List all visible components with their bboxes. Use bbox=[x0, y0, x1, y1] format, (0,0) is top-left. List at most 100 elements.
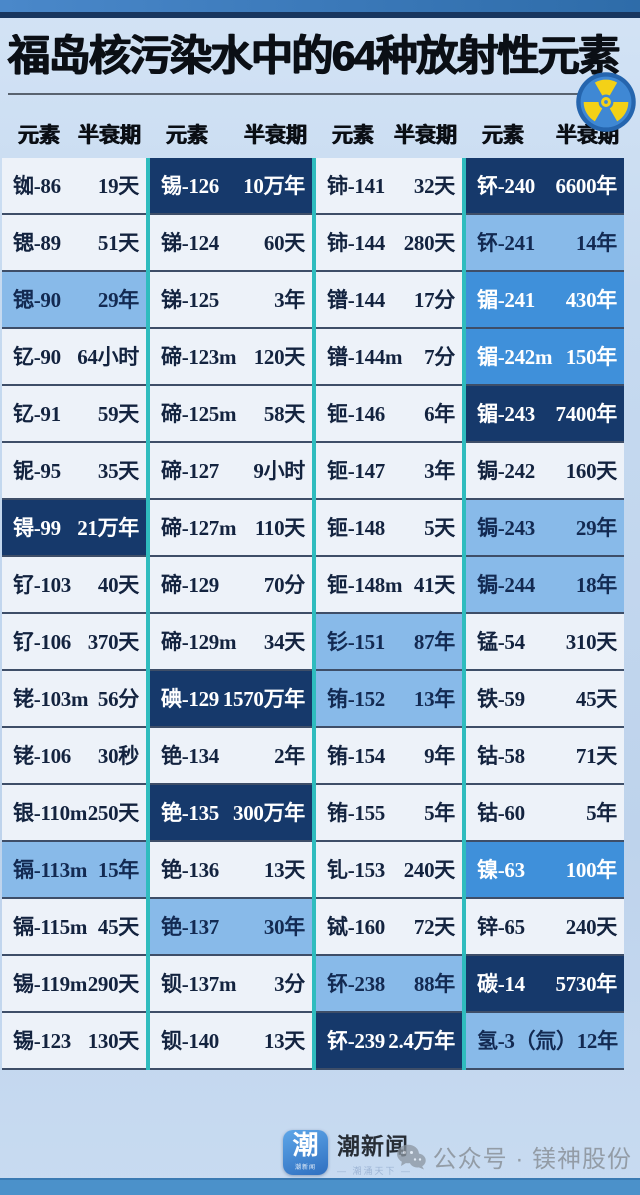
half-life-value: 18年 bbox=[575, 573, 617, 598]
table-row: 铑-106 30秒 bbox=[2, 727, 146, 785]
table-row: 钡-137m 3分 bbox=[150, 955, 312, 1013]
table-row: 钆-153 240天 bbox=[316, 841, 462, 899]
half-life-value: 19天 bbox=[97, 174, 139, 199]
table-row: 镍-63 100年 bbox=[466, 841, 624, 899]
half-life-value: 14年 bbox=[575, 231, 617, 256]
watermark: 公众号 · 镁神股份 bbox=[396, 1139, 632, 1174]
elements-table: 元素 半衰期 元素 半衰期 元素 半衰期 元素 半衰期 铷-86 19天 锶-89 51天 锶-90 2… bbox=[0, 119, 640, 1070]
table-row: 钇-90 64小时 bbox=[2, 328, 146, 386]
half-life-value: 6年 bbox=[424, 402, 455, 427]
half-life-value: 160天 bbox=[565, 459, 618, 484]
element-name: 铷-86 bbox=[13, 174, 61, 199]
element-name: 碲-127m bbox=[161, 516, 237, 541]
element-name: 镅-243 bbox=[477, 402, 535, 427]
element-name: 铁-59 bbox=[477, 687, 525, 712]
element-name: 铕-155 bbox=[327, 801, 385, 826]
table-row: 铕-154 9年 bbox=[316, 727, 462, 785]
element-name: 钚-241 bbox=[477, 231, 535, 256]
table-row: 锔-243 29年 bbox=[466, 499, 624, 557]
column-header: 元素 半衰期 bbox=[316, 119, 462, 149]
column-divider bbox=[146, 157, 150, 1070]
element-name: 钡-137m bbox=[161, 972, 237, 997]
table-row: 铯-136 13天 bbox=[150, 841, 312, 899]
table-row: 碲-123m 120天 bbox=[150, 328, 312, 386]
table-row: 碲-127m 110天 bbox=[150, 499, 312, 557]
half-life-value: 70分 bbox=[263, 573, 305, 598]
half-life-value: 12年 bbox=[576, 1029, 618, 1054]
column-group: 铷-86 19天 锶-89 51天 锶-90 29年 钇-90 64小时 钇-91 59天 铌-95… bbox=[2, 157, 146, 1070]
half-life-value: 280天 bbox=[403, 231, 456, 256]
element-name: 钇-90 bbox=[13, 345, 61, 370]
table-row: 锰-54 310天 bbox=[466, 613, 624, 671]
element-name: 碲-129 bbox=[161, 573, 219, 598]
element-name: 铈-144 bbox=[327, 231, 385, 256]
half-life-value: 60天 bbox=[263, 231, 305, 256]
half-life-value: 58天 bbox=[263, 402, 305, 427]
element-name: 镨-144 bbox=[327, 288, 385, 313]
element-name: 锑-125 bbox=[161, 288, 219, 313]
half-life-value: 310天 bbox=[565, 630, 618, 655]
table-row: 钷-148 5天 bbox=[316, 499, 462, 557]
table-row: 铕-152 13年 bbox=[316, 670, 462, 728]
table-row: 锶-89 51天 bbox=[2, 214, 146, 272]
column-group: 锡-126 10万年 锑-124 60天 锑-125 3年 碲-123m 120天 碲-125m… bbox=[150, 157, 312, 1070]
table-row: 碲-125m 58天 bbox=[150, 385, 312, 443]
half-life-value: 59天 bbox=[97, 402, 139, 427]
element-name: 氢-3（氚） bbox=[477, 1029, 577, 1054]
half-life-value: 51天 bbox=[97, 231, 139, 256]
table-row: 铯-135 300万年 bbox=[150, 784, 312, 842]
element-name: 铕-152 bbox=[327, 687, 385, 712]
element-name: 银-110m bbox=[13, 801, 88, 826]
table-row: 钇-91 59天 bbox=[2, 385, 146, 443]
element-name: 铕-154 bbox=[327, 744, 385, 769]
element-name: 锔-243 bbox=[477, 516, 535, 541]
column-group: 钚-240 6600年 钚-241 14年 镅-241 430年 镅-242m 150年 镅-2… bbox=[466, 157, 624, 1070]
half-life-value: 13天 bbox=[263, 1029, 305, 1054]
column-divider bbox=[462, 157, 466, 1070]
element-name: 铯-136 bbox=[161, 858, 219, 883]
half-life-value: 7400年 bbox=[555, 402, 618, 427]
half-life-value: 430年 bbox=[565, 288, 618, 313]
half-life-value: 41天 bbox=[413, 573, 455, 598]
element-header-label: 元素 bbox=[18, 123, 60, 147]
table-row: 银-110m 250天 bbox=[2, 784, 146, 842]
table-row: 铕-155 5年 bbox=[316, 784, 462, 842]
element-name: 钆-153 bbox=[327, 858, 385, 883]
element-name: 铽-160 bbox=[327, 915, 385, 940]
publisher-lockup: 潮 潮新闻 潮新闻 — 潮涌天下 — bbox=[283, 1127, 412, 1177]
element-name: 钴-58 bbox=[477, 744, 525, 769]
table-row: 钚-240 6600年 bbox=[466, 157, 624, 215]
half-life-value: 7分 bbox=[424, 345, 455, 370]
element-name: 锔-244 bbox=[477, 573, 535, 598]
table-row: 钚-239 2.4万年 bbox=[316, 1012, 462, 1070]
element-name: 碳-14 bbox=[477, 972, 525, 997]
element-name: 碲-123m bbox=[161, 345, 237, 370]
table-row: 铑-103m 56分 bbox=[2, 670, 146, 728]
chao-news-logo: 潮 潮新闻 bbox=[283, 1129, 328, 1175]
element-name: 铯-137 bbox=[161, 915, 219, 940]
table-row: 锑-125 3年 bbox=[150, 271, 312, 329]
element-name: 锡-119m bbox=[13, 972, 88, 997]
element-name: 碲-125m bbox=[161, 402, 237, 427]
element-name: 碲-129m bbox=[161, 630, 237, 655]
table-row: 锔-242 160天 bbox=[466, 442, 624, 500]
element-name: 碘-129 bbox=[161, 687, 219, 712]
table-row: 锌-65 240天 bbox=[466, 898, 624, 956]
element-name: 镨-144m bbox=[327, 345, 403, 370]
half-life-value: 29年 bbox=[575, 516, 617, 541]
table-row: 钷-147 3年 bbox=[316, 442, 462, 500]
table-row: 镅-242m 150年 bbox=[466, 328, 624, 386]
page-title: 福岛核污染水中的64种放射性元素 bbox=[8, 32, 620, 79]
half-life-value: 56分 bbox=[97, 687, 139, 712]
half-life-value: 240天 bbox=[565, 915, 618, 940]
table-row: 氢-3（氚） 12年 bbox=[466, 1012, 624, 1070]
element-name: 钚-240 bbox=[477, 174, 535, 199]
header-section: 福岛核污染水中的64种放射性元素 bbox=[0, 18, 640, 132]
element-name: 锡-126 bbox=[161, 174, 219, 199]
element-header-label: 元素 bbox=[166, 123, 208, 147]
half-life-value: 1570万年 bbox=[222, 687, 306, 712]
element-name: 钡-140 bbox=[161, 1029, 219, 1054]
half-life-value: 13天 bbox=[263, 858, 305, 883]
halflife-header-label: 半衰期 bbox=[78, 123, 141, 147]
element-name: 钴-60 bbox=[477, 801, 525, 826]
